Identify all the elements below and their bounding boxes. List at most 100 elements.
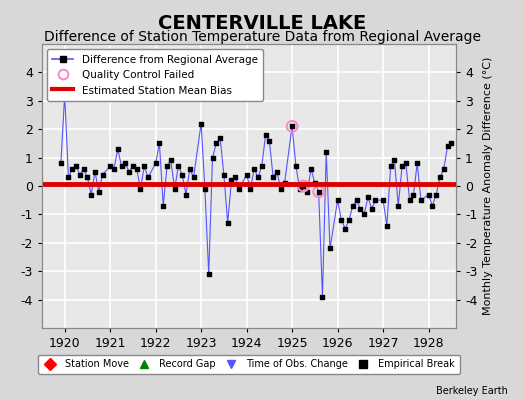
Point: [182, 191, 190, 198]
Point: [265, 137, 274, 144]
Point: [151, 160, 160, 166]
Point: [159, 203, 168, 209]
Point: [167, 157, 175, 164]
Point: [345, 217, 353, 223]
Point: [443, 143, 452, 150]
Point: [402, 160, 410, 166]
Point: [447, 140, 455, 146]
Point: [356, 206, 365, 212]
Point: [333, 197, 342, 203]
Point: [314, 188, 323, 195]
Point: [440, 166, 448, 172]
Point: [110, 166, 118, 172]
Point: [246, 186, 255, 192]
Point: [379, 197, 387, 203]
Point: [409, 191, 418, 198]
Point: [223, 220, 232, 226]
Point: [258, 163, 266, 169]
Point: [292, 163, 300, 169]
Point: [277, 186, 285, 192]
Point: [387, 163, 395, 169]
Point: [106, 163, 114, 169]
Point: [360, 211, 368, 218]
Point: [398, 163, 406, 169]
Point: [261, 132, 270, 138]
Point: [220, 172, 228, 178]
Point: [436, 174, 444, 181]
Point: [144, 174, 152, 181]
Point: [299, 183, 308, 189]
Point: [269, 174, 277, 181]
Point: [133, 166, 141, 172]
Point: [394, 203, 402, 209]
Point: [201, 186, 209, 192]
Point: [288, 123, 296, 130]
Point: [364, 194, 372, 200]
Point: [314, 188, 323, 195]
Point: [216, 134, 224, 141]
Point: [140, 163, 148, 169]
Point: [352, 197, 361, 203]
Point: [372, 197, 380, 203]
Point: [367, 206, 376, 212]
Point: [318, 294, 326, 300]
Point: [87, 191, 95, 198]
Point: [326, 245, 334, 252]
Point: [348, 203, 357, 209]
Point: [60, 92, 69, 98]
Point: [417, 197, 425, 203]
Point: [341, 225, 350, 232]
Text: Difference of Station Temperature Data from Regional Average: Difference of Station Temperature Data f…: [43, 30, 481, 44]
Point: [163, 163, 171, 169]
Point: [72, 163, 80, 169]
Point: [57, 160, 65, 166]
Point: [212, 140, 221, 146]
Point: [288, 123, 296, 130]
Point: [311, 180, 319, 186]
Point: [91, 169, 99, 175]
Point: [64, 174, 73, 181]
Point: [174, 163, 182, 169]
Point: [303, 188, 311, 195]
Point: [250, 166, 258, 172]
Text: CENTERVILLE LAKE: CENTERVILLE LAKE: [158, 14, 366, 33]
Point: [204, 271, 213, 277]
Point: [178, 172, 187, 178]
Text: Berkeley Earth: Berkeley Earth: [436, 386, 508, 396]
Point: [273, 169, 281, 175]
Point: [209, 154, 217, 161]
Point: [83, 174, 92, 181]
Point: [155, 140, 163, 146]
Point: [413, 160, 421, 166]
Point: [75, 172, 84, 178]
Point: [227, 177, 236, 184]
Point: [322, 149, 331, 155]
Point: [99, 172, 107, 178]
Point: [406, 197, 414, 203]
Point: [296, 186, 304, 192]
Point: [189, 174, 198, 181]
Point: [235, 186, 243, 192]
Point: [129, 163, 137, 169]
Point: [243, 172, 251, 178]
Point: [68, 166, 77, 172]
Point: [337, 217, 345, 223]
Point: [117, 163, 126, 169]
Point: [114, 146, 122, 152]
Point: [125, 169, 133, 175]
Legend: Station Move, Record Gap, Time of Obs. Change, Empirical Break: Station Move, Record Gap, Time of Obs. C…: [38, 354, 460, 374]
Point: [95, 188, 103, 195]
Point: [80, 166, 88, 172]
Point: [121, 160, 129, 166]
Point: [307, 166, 315, 172]
Point: [136, 186, 145, 192]
Point: [299, 183, 308, 189]
Point: [383, 222, 391, 229]
Point: [428, 203, 436, 209]
Point: [432, 191, 440, 198]
Point: [280, 180, 289, 186]
Point: [170, 186, 179, 192]
Point: [185, 166, 194, 172]
Y-axis label: Monthly Temperature Anomaly Difference (°C): Monthly Temperature Anomaly Difference (…: [483, 57, 493, 315]
Point: [197, 120, 205, 127]
